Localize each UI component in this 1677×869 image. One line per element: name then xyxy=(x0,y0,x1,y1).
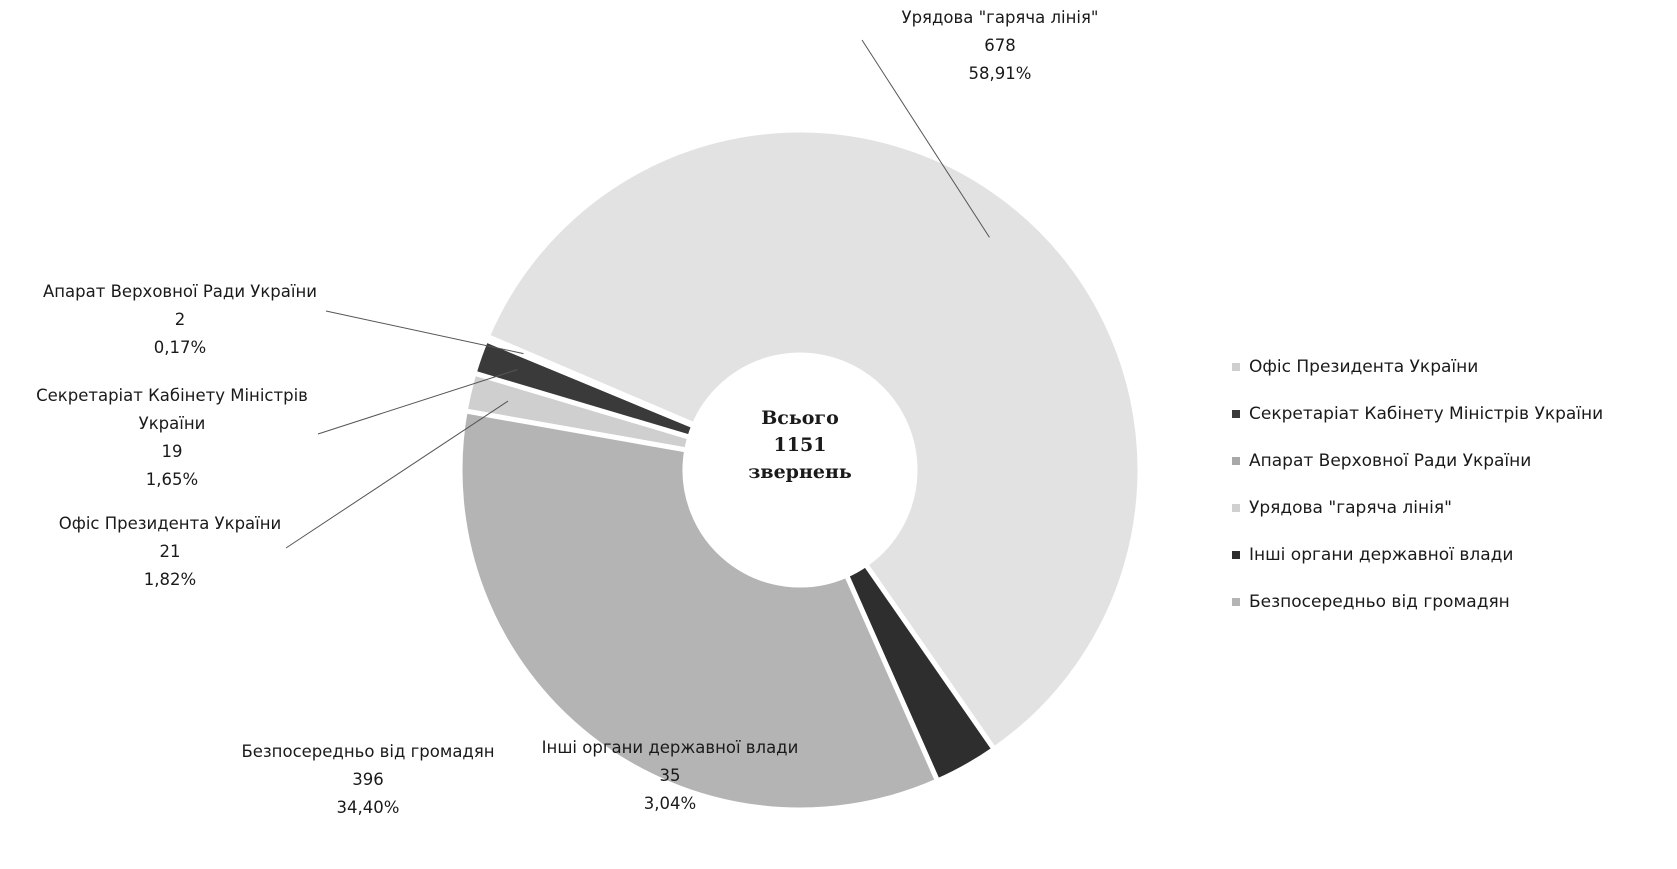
data-label-secretariat-name-line2: України xyxy=(138,414,206,433)
data-label-office-value: 21 xyxy=(159,542,181,561)
data-label-other: Інші органи державної влади 35 3,04% xyxy=(520,734,820,818)
legend-swatch xyxy=(1232,550,1240,559)
data-label-apparatus-name: Апарат Верховної Ради України xyxy=(42,282,317,301)
donut-slice-hotline xyxy=(484,127,1143,753)
legend-label: Офіс Президента України xyxy=(1249,356,1479,377)
legend-swatch xyxy=(1232,409,1240,418)
legend-label: Безпосередньо від громадян xyxy=(1249,591,1510,612)
data-label-other-name: Інші органи державної влади xyxy=(541,738,799,757)
data-label-apparatus-percent: 0,17% xyxy=(153,338,207,357)
slices-layer xyxy=(457,127,1143,813)
legend-label: Урядова "гаряча лінія" xyxy=(1249,497,1452,518)
data-label-hotline: Урядова "гаряча лінія" 678 58,91% xyxy=(870,4,1130,88)
legend-item: Інші органи державної влади xyxy=(1232,531,1672,578)
chart-legend: Офіс Президента України Секретаріат Кабі… xyxy=(1232,343,1672,625)
chart-center-total: Всього 1151 звернень xyxy=(680,405,920,486)
data-label-other-value: 35 xyxy=(659,766,681,785)
data-label-hotline-name: Урядова "гаряча лінія" xyxy=(901,8,1099,27)
leader-line-hotline xyxy=(861,39,990,238)
data-label-secretariat-value: 19 xyxy=(161,442,183,461)
data-label-apparatus-value: 2 xyxy=(174,310,186,329)
legend-item: Урядова "гаряча лінія" xyxy=(1232,484,1672,531)
donut-slice-citizens xyxy=(457,408,941,813)
data-label-office: Офіс Президента України 21 1,82% xyxy=(20,510,320,594)
leader-line-secretariat xyxy=(317,369,518,435)
data-label-apparatus: Апарат Верховної Ради України 2 0,17% xyxy=(0,278,360,362)
data-label-office-name: Офіс Президента України xyxy=(58,514,282,533)
leader-lines-layer xyxy=(285,39,990,549)
legend-swatch xyxy=(1232,503,1240,512)
data-label-citizens-value: 396 xyxy=(352,770,384,789)
legend-item: Безпосередньо від громадян xyxy=(1232,578,1672,625)
legend-label: Секретаріат Кабінету Міністрів України xyxy=(1249,403,1604,424)
data-label-office-percent: 1,82% xyxy=(143,570,197,589)
data-label-hotline-value: 678 xyxy=(984,36,1016,55)
legend-item: Апарат Верховної Ради України xyxy=(1232,437,1672,484)
leader-line-apparatus xyxy=(325,310,524,355)
data-label-secretariat: Секретаріат Кабінету Міністрів України 1… xyxy=(0,382,344,494)
legend-item: Секретаріат Кабінету Міністрів України xyxy=(1232,390,1672,437)
legend-swatch xyxy=(1232,597,1240,606)
data-label-secretariat-percent: 1,65% xyxy=(145,470,199,489)
center-text-line3: звернень xyxy=(748,461,852,483)
legend-item: Офіс Президента України xyxy=(1232,343,1672,390)
data-label-citizens-percent: 34,40% xyxy=(336,798,400,817)
leader-line-office xyxy=(285,400,509,549)
data-label-secretariat-name-line1: Секретаріат Кабінету Міністрів xyxy=(36,386,308,405)
legend-swatch xyxy=(1232,362,1240,371)
center-text-line1: Всього xyxy=(761,407,839,429)
legend-swatch xyxy=(1232,456,1240,465)
data-label-other-percent: 3,04% xyxy=(643,794,697,813)
legend-label: Апарат Верховної Ради України xyxy=(1249,450,1532,471)
center-text-line2: 1151 xyxy=(773,434,827,456)
data-label-hotline-percent: 58,91% xyxy=(968,64,1032,83)
data-label-citizens-name: Безпосередньо від громадян xyxy=(241,742,495,761)
legend-label: Інші органи державної влади xyxy=(1249,544,1514,565)
data-label-citizens: Безпосередньо від громадян 396 34,40% xyxy=(218,738,518,822)
